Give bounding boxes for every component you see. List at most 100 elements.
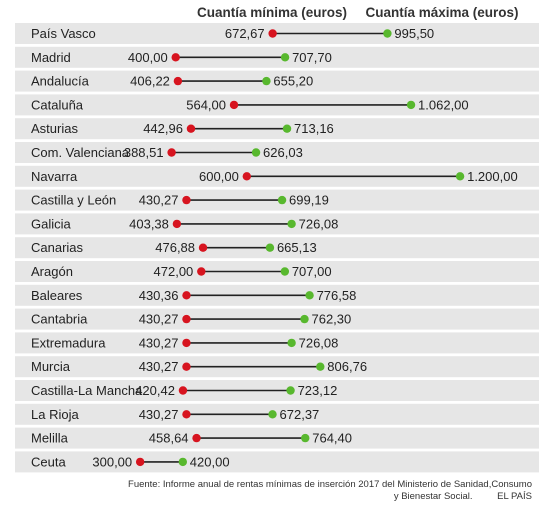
region-label: Castilla y León: [31, 193, 116, 208]
min-dot: [182, 314, 191, 324]
min-value-label: 430,27: [139, 193, 179, 208]
min-dot: [242, 172, 251, 181]
region-label: País Vasco: [31, 26, 96, 41]
max-dot: [316, 362, 325, 371]
chart-row: La Rioja 430,27 672,37: [15, 403, 539, 425]
max-value-label: 723,12: [298, 383, 338, 398]
max-value-label: 762,30: [311, 312, 351, 327]
chart-row: Cataluña 564,00 1.062,00: [15, 94, 539, 116]
header-min: Cuantía mínima (euros): [197, 5, 347, 20]
max-value-label: 1.062,00: [418, 97, 469, 112]
max-value-label: 713,16: [294, 121, 334, 136]
min-value-label: 600,00: [199, 169, 239, 184]
region-label: Asturias: [31, 121, 78, 136]
region-label: Andalucía: [31, 74, 90, 89]
region-label: Melilla: [31, 431, 69, 446]
credit: EL PAÍS: [497, 491, 532, 502]
chart-row: Cantabria 430,27 762,30: [15, 308, 539, 330]
min-value-label: 472,00: [154, 264, 194, 279]
min-dot: [197, 267, 206, 276]
max-dot: [178, 457, 188, 467]
max-value-label: 626,03: [263, 145, 303, 160]
region-label: Com. Valenciana: [31, 145, 130, 160]
max-dot: [383, 29, 392, 38]
region-label: Cantabria: [31, 312, 88, 327]
max-dot: [282, 124, 292, 133]
chart-rows: País Vasco 672,67 995,50 Madrid 400,00 707,70…: [15, 23, 539, 473]
max-dot: [455, 172, 465, 181]
chart-row: Extremadura 430,27 726,08: [15, 332, 539, 354]
region-label: Murcia: [31, 359, 71, 374]
min-dot: [182, 410, 191, 419]
row-band: [15, 403, 539, 425]
source-note: Fuente: Informe anual de rentas mínimas …: [112, 479, 532, 503]
min-dot: [173, 76, 183, 86]
row-band: [15, 237, 539, 259]
min-dot: [182, 362, 191, 371]
chart-row: Navarra 600,00 1.200,00: [15, 165, 539, 187]
region-label: Baleares: [31, 288, 83, 303]
max-dot: [301, 433, 310, 443]
min-value-label: 672,67: [225, 26, 265, 41]
max-value-label: 707,00: [292, 264, 332, 279]
row-band: [15, 70, 539, 92]
max-dot: [287, 219, 296, 229]
chart-row: País Vasco 672,67 995,50: [15, 23, 539, 44]
min-dot: [182, 195, 191, 205]
min-value-label: 400,00: [128, 50, 168, 65]
max-value-label: 764,40: [312, 431, 352, 446]
source-line-2: y Bienestar Social. EL PAÍS: [112, 491, 532, 503]
max-value-label: 665,13: [277, 240, 317, 255]
max-value-label: 655,20: [273, 74, 313, 89]
min-dot: [178, 386, 188, 395]
min-dot: [182, 291, 191, 300]
max-dot: [262, 76, 271, 86]
min-value-label: 430,27: [139, 359, 179, 374]
max-value-label: 420,00: [190, 454, 230, 469]
max-dot: [287, 338, 296, 348]
max-value-label: 699,19: [289, 193, 329, 208]
min-value-label: 442,96: [143, 121, 183, 136]
chart-row: Melilla 458,64 764,40: [15, 427, 539, 449]
header-max: Cuantía máxima (euros): [365, 5, 518, 20]
min-dot: [192, 433, 201, 443]
max-value-label: 726,08: [299, 216, 339, 231]
max-dot: [265, 243, 275, 252]
max-value-label: 672,37: [280, 407, 320, 422]
region-label: Galicia: [31, 216, 72, 231]
region-label: Aragón: [31, 264, 73, 279]
chart-row: Andalucía 406,22 655,20: [15, 70, 539, 92]
max-value-label: 707,70: [292, 50, 332, 65]
chart-row: Canarias 476,88 665,13: [15, 237, 539, 259]
region-label: Ceuta: [31, 454, 66, 469]
max-value-label: 776,58: [317, 288, 357, 303]
min-dot: [229, 100, 239, 110]
max-dot: [300, 314, 309, 324]
max-value-label: 1.200,00: [467, 169, 518, 184]
min-dot: [172, 219, 182, 229]
max-value-label: 726,08: [299, 335, 339, 350]
region-label: Extremadura: [31, 335, 106, 350]
chart-row: Aragón 472,00 707,00: [15, 261, 539, 282]
chart-row: Murcia 430,27 806,76: [15, 356, 539, 378]
min-dot: [198, 243, 208, 252]
min-value-label: 430,27: [139, 335, 179, 350]
min-value-label: 300,00: [92, 454, 132, 469]
max-dot: [280, 53, 290, 62]
chart-row: Galicia 403,38 726,08: [15, 213, 539, 235]
region-label: Canarias: [31, 240, 84, 255]
min-value-label: 406,22: [130, 74, 170, 89]
chart-row: Baleares 430,36 776,58: [15, 284, 539, 306]
region-label: Cataluña: [31, 97, 84, 112]
max-value-label: 995,50: [394, 26, 434, 41]
min-dot: [182, 338, 191, 348]
row-band: [15, 451, 539, 473]
region-label: Madrid: [31, 50, 71, 65]
max-value-label: 806,76: [327, 359, 367, 374]
min-value-label: 458,64: [149, 431, 189, 446]
region-label: Castilla-La Mancha: [31, 383, 143, 398]
max-dot: [268, 410, 277, 419]
min-value-label: 420,42: [135, 383, 175, 398]
max-dot: [406, 100, 416, 110]
